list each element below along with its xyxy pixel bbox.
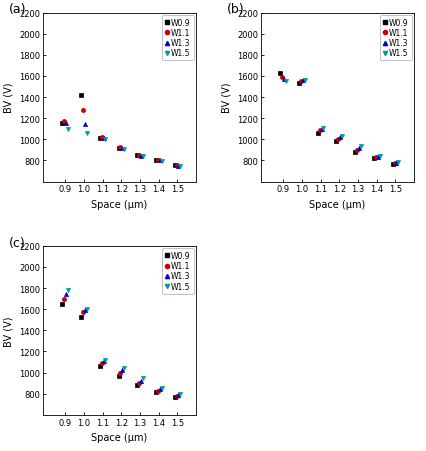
- Legend: W0.9, W1.1, W1.3, W1.5: W0.9, W1.1, W1.3, W1.5: [162, 249, 193, 294]
- Y-axis label: BV (V): BV (V): [221, 83, 231, 113]
- X-axis label: Space (μm): Space (μm): [91, 432, 147, 442]
- Text: (b): (b): [226, 4, 244, 16]
- Legend: W0.9, W1.1, W1.3, W1.5: W0.9, W1.1, W1.3, W1.5: [379, 16, 411, 61]
- Legend: W0.9, W1.1, W1.3, W1.5: W0.9, W1.1, W1.3, W1.5: [162, 16, 193, 61]
- Y-axis label: BV (V): BV (V): [3, 83, 13, 113]
- Text: (c): (c): [9, 236, 26, 249]
- X-axis label: Space (μm): Space (μm): [308, 199, 365, 209]
- Y-axis label: BV (V): BV (V): [3, 315, 13, 346]
- X-axis label: Space (μm): Space (μm): [91, 199, 147, 209]
- Text: (a): (a): [9, 4, 26, 16]
